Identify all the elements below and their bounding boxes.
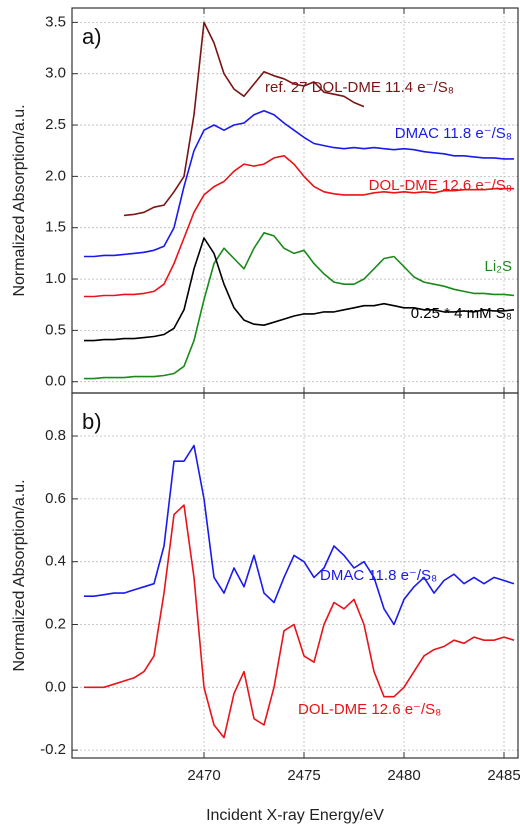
series-label: DOL-DME 12.6 e⁻/S₈ bbox=[369, 177, 512, 194]
y-tick-label: 3.0 bbox=[45, 65, 66, 82]
series-label: DMAC 11.8 e⁻/S₈ bbox=[320, 567, 437, 584]
y-axis-label: Normalized Absorption/a.u. bbox=[11, 479, 28, 671]
y-tick-label: 0.0 bbox=[45, 678, 66, 695]
y-tick-label: 3.5 bbox=[45, 13, 66, 30]
series-line bbox=[123, 21, 365, 217]
y-tick-label: 0.6 bbox=[45, 490, 66, 507]
series-label: ref. 27 DOL-DME 11.4 e⁻/S₈ bbox=[265, 79, 454, 96]
panel-label: a) bbox=[82, 24, 102, 49]
y-tick-label: 0.5 bbox=[45, 321, 66, 338]
plot-frame bbox=[71, 392, 519, 759]
series-label: 0.25 * 4 mM S₈ bbox=[411, 305, 512, 322]
series-line bbox=[84, 504, 515, 739]
y-tick-label: 0.2 bbox=[45, 615, 66, 632]
series-line bbox=[84, 232, 515, 380]
series-line bbox=[84, 237, 515, 342]
x-tick-label: 2485 bbox=[487, 767, 520, 784]
x-tick-label: 2480 bbox=[387, 767, 420, 784]
series-label: Li₂S bbox=[484, 258, 512, 275]
y-axis-label: Normalized Absorption/a.u. bbox=[11, 104, 28, 296]
x-tick-label: 2475 bbox=[287, 767, 320, 784]
y-tick-label: 0.0 bbox=[45, 373, 66, 390]
y-tick-label: 1.0 bbox=[45, 270, 66, 287]
x-tick-label: 2470 bbox=[187, 767, 220, 784]
panel-label: b) bbox=[82, 409, 102, 434]
series-line bbox=[84, 109, 514, 258]
series-line bbox=[84, 155, 514, 298]
y-tick-label: -0.2 bbox=[40, 741, 66, 758]
y-tick-label: 0.4 bbox=[45, 553, 66, 570]
x-axis-label: Incident X-ray Energy/eV bbox=[206, 807, 384, 824]
series-label: DOL-DME 12.6 e⁻/S₈ bbox=[298, 701, 441, 718]
y-tick-label: 2.5 bbox=[45, 116, 66, 133]
series-label: DMAC 11.8 e⁻/S₈ bbox=[395, 125, 512, 142]
y-tick-label: 0.8 bbox=[45, 427, 66, 444]
y-tick-label: 2.0 bbox=[45, 167, 66, 184]
y-tick-label: 1.5 bbox=[45, 219, 66, 236]
series-line bbox=[84, 444, 515, 626]
plot-frame bbox=[71, 7, 519, 394]
